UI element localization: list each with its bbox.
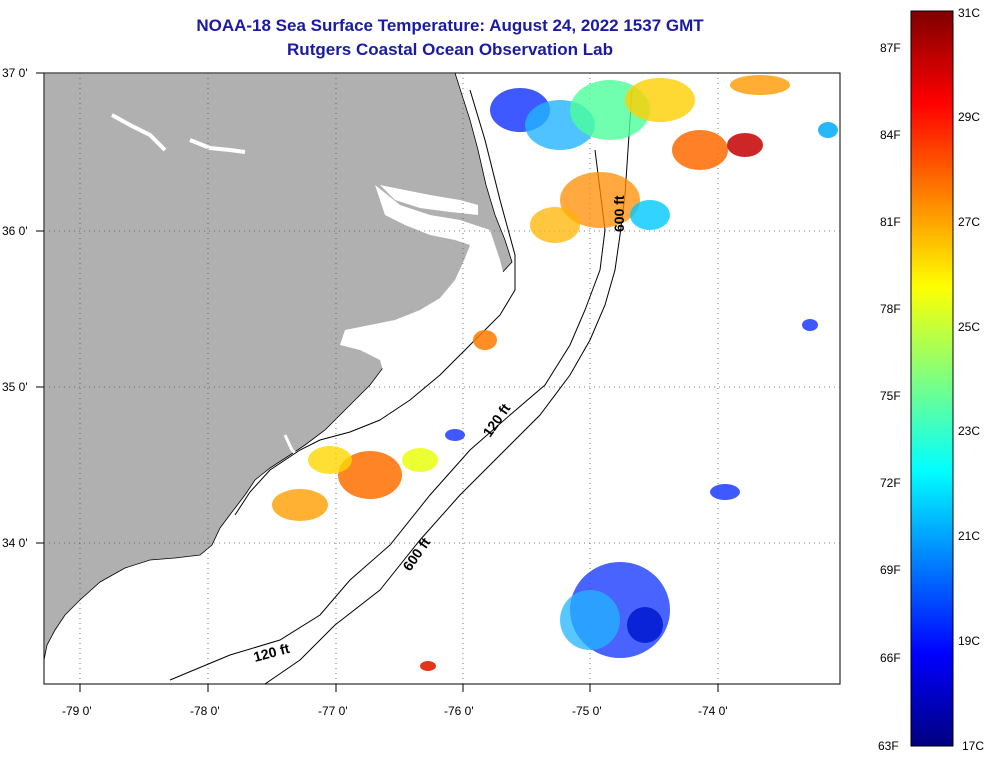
contour-120ft (169, 149, 606, 681)
lat-label-36: 36 0' (2, 224, 28, 238)
colorbar-f-72: 72F (880, 476, 901, 490)
river-1 (111, 113, 167, 152)
colorbar-c-27: 27C (958, 215, 981, 229)
colorbar-f-78: 78F (880, 302, 901, 316)
colorbar-c-21: 21C (958, 529, 981, 543)
colorbar-f-63: 63F (878, 739, 899, 753)
colorbar-f-69: 69F (880, 563, 901, 577)
colorbar-c-19: 19C (958, 634, 981, 648)
lat-label-35: 35 0' (2, 380, 28, 394)
lon-label-77: -77 0' (318, 704, 348, 718)
colorbar (910, 10, 954, 747)
colorbar-c-23: 23C (958, 424, 981, 438)
lon-label-74: -74 0' (698, 704, 728, 718)
river-2 (189, 138, 246, 154)
colorbar-c-31: 31C (958, 6, 981, 20)
lon-label-75: -75 0' (572, 704, 602, 718)
map-title: NOAA-18 Sea Surface Temperature: August … (196, 16, 704, 35)
lat-label-37: 37 0' (2, 66, 28, 80)
sst-patches (272, 75, 838, 671)
colorbar-f-84: 84F (880, 128, 901, 142)
lon-label-78: -78 0' (190, 704, 220, 718)
lon-label-76: -76 0' (444, 704, 474, 718)
colorbar-f-81: 81F (880, 215, 901, 229)
colorbar-c-25: 25C (958, 320, 981, 334)
lat-label-34: 34 0' (2, 536, 28, 550)
colorbar-f-66: 66F (880, 651, 901, 665)
river-3 (283, 434, 302, 460)
colorbar-f-75: 75F (880, 389, 901, 403)
contour-label-600-north: 600 ft (611, 195, 627, 232)
albemarle-sound (380, 185, 478, 215)
colorbar-c-17: 17C (962, 739, 985, 753)
colorbar-c-29: 29C (958, 110, 981, 124)
map-grid (44, 73, 840, 684)
barrier-islands (234, 89, 516, 516)
lon-label-79: -79 0' (62, 704, 92, 718)
pamlico-sound (340, 185, 505, 378)
colorbar-f-87: 87F (880, 41, 901, 55)
map-subtitle: Rutgers Coastal Ocean Observation Lab (287, 40, 613, 59)
map-ticks (36, 72, 719, 692)
